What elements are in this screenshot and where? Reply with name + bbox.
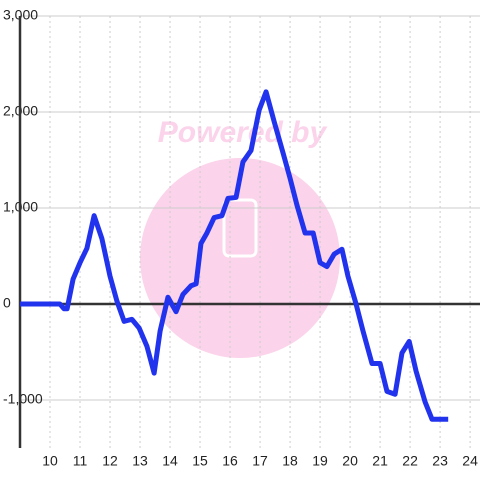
plot-area: 101112131415161718192021222324-1,00001,0…: [3, 7, 480, 469]
y-tick-label: -1,000: [3, 391, 43, 407]
watermark-text: Powered by: [158, 116, 328, 149]
x-tick-label: 23: [432, 453, 448, 469]
x-tick-label: 21: [372, 453, 388, 469]
x-tick-label: 18: [282, 453, 298, 469]
x-tick-label: 14: [162, 453, 178, 469]
x-tick-label: 16: [222, 453, 238, 469]
y-tick-label: 0: [3, 295, 11, 311]
watermark-icon: [222, 198, 258, 258]
data-line: [20, 89, 449, 422]
x-tick-label: 11: [73, 453, 88, 469]
x-tick-label: 15: [192, 453, 208, 469]
x-tick-label: 10: [42, 453, 58, 469]
x-tick-label: 12: [102, 453, 118, 469]
x-tick-label: 24: [462, 453, 478, 469]
x-tick-label: 13: [132, 453, 148, 469]
x-tick-label: 17: [252, 453, 268, 469]
y-tick-label: 3,000: [3, 7, 38, 23]
x-tick-label: 22: [402, 453, 418, 469]
x-tick-label: 19: [312, 453, 328, 469]
x-tick-label: 20: [342, 453, 358, 469]
